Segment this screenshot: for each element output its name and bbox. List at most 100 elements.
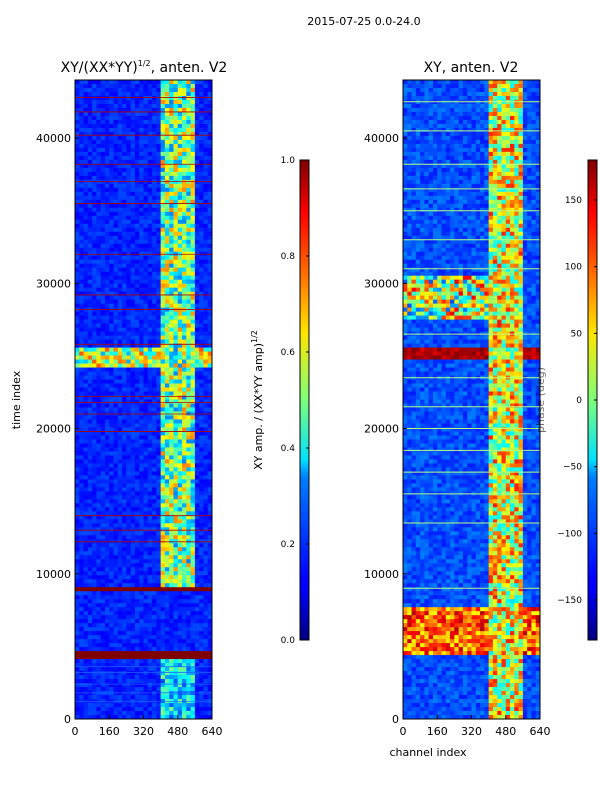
amp-heatmap-cell: [156, 427, 161, 432]
amp-heatmap-cell: [96, 227, 101, 233]
amp-heatmap-cell: [134, 247, 140, 253]
amp-heatmap-cell: [87, 627, 93, 632]
amp-heatmap-cell: [113, 235, 119, 241]
amp-heatmap-cell: [122, 319, 127, 324]
amp-heatmap-cell: [117, 259, 123, 265]
amp-heatmap-cell: [156, 199, 161, 205]
amp-heatmap-cell: [186, 191, 191, 197]
amp-heatmap-cell: [160, 575, 166, 580]
amp-heatmap-cell: [203, 279, 209, 284]
amp-heatmap-cell: [104, 567, 110, 572]
amp-heatmap-cell: [207, 563, 213, 568]
amp-heatmap-cell: [152, 327, 157, 332]
amp-heatmap-cell: [182, 587, 187, 592]
amp-heatmap-cell: [143, 683, 149, 688]
amp-heatmap-cell: [79, 467, 84, 472]
amp-heatmap-cell: [96, 311, 101, 316]
amp-heatmap-cell: [160, 387, 166, 392]
amp-heatmap-cell: [169, 263, 174, 268]
amp-heatmap-cell: [109, 655, 114, 660]
amp-heatmap-cell: [75, 403, 80, 408]
amp-heatmap-cell: [199, 131, 204, 137]
amp-heatmap-cell: [113, 439, 119, 444]
amp-heatmap-cell: [100, 343, 106, 348]
amp-heatmap-cell: [83, 207, 89, 213]
amp-heatmap-cell: [100, 663, 106, 668]
amp-heatmap-cell: [182, 563, 187, 568]
amp-heatmap-cell: [130, 547, 136, 552]
amp-heatmap-cell: [130, 83, 136, 89]
amp-heatmap-cell: [143, 147, 149, 153]
amp-heatmap-cell: [79, 323, 84, 328]
amp-heatmap-cell: [164, 699, 170, 704]
amp-heatmap-cell: [169, 399, 174, 404]
amp-heatmap-cell: [75, 507, 80, 512]
amp-heatmap-cell: [83, 443, 89, 448]
amp-heatmap-cell: [75, 427, 80, 432]
amp-heatmap-cell: [169, 483, 174, 488]
amp-heatmap-cell: [199, 483, 204, 488]
amp-heatmap-cell: [122, 339, 127, 344]
amp-heatmap-cell: [194, 215, 200, 221]
amp-heatmap-cell: [177, 427, 183, 432]
amp-heatmap-cell: [92, 431, 97, 436]
amp-heatmap-cell: [207, 323, 213, 328]
amp-heatmap-cell: [160, 591, 166, 596]
amp-heatmap-cell: [190, 675, 196, 680]
amp-heatmap-cell: [173, 383, 179, 388]
amp-heatmap-cell: [203, 519, 209, 524]
amp-heatmap-cell: [169, 531, 174, 536]
amp-heatmap-cell: [87, 243, 93, 249]
amp-heatmap-cell: [203, 311, 209, 316]
amp-heatmap-cell: [199, 375, 204, 380]
amp-heatmap-cell: [160, 219, 166, 225]
amp-heatmap-cell: [139, 559, 144, 564]
amp-heatmap-cell: [117, 487, 123, 492]
amp-heatmap-cell: [130, 163, 136, 169]
amp-heatmap-cell: [147, 371, 153, 376]
amp-heatmap-cell: [207, 483, 213, 488]
amp-heatmap-cell: [75, 491, 80, 496]
amp-heatmap-cell: [104, 535, 110, 540]
amp-heatmap-cell: [207, 599, 213, 604]
amp-heatmap-cell: [130, 399, 136, 404]
amp-heatmap-cell: [139, 687, 144, 692]
amp-heatmap-cell: [173, 347, 179, 352]
amp-heatmap-cell: [199, 563, 204, 568]
amp-heatmap-cell: [134, 363, 140, 368]
amp-heatmap-cell: [113, 643, 119, 648]
amp-heatmap-cell: [182, 515, 187, 520]
amp-heatmap-cell: [100, 291, 106, 296]
amp-heatmap-cell: [113, 207, 119, 213]
amp-heatmap-cell: [177, 163, 183, 169]
amp-heatmap-cell: [109, 147, 114, 153]
amp-heatmap-cell: [152, 607, 157, 612]
amp-heatmap-cell: [199, 487, 204, 492]
amp-heatmap-cell: [190, 383, 196, 388]
amp-heatmap-cell: [117, 559, 123, 564]
amp-heatmap-cell: [113, 351, 119, 356]
amp-heatmap-cell: [194, 359, 200, 364]
amp-heatmap-cell: [113, 139, 119, 145]
amp-heatmap-cell: [122, 143, 127, 149]
amp-heatmap-cell: [156, 483, 161, 488]
amp-heatmap-cell: [169, 123, 174, 129]
amp-heatmap-cell: [203, 215, 209, 221]
amp-heatmap-cell: [92, 175, 97, 181]
amp-heatmap-cell: [117, 631, 123, 636]
amp-heatmap-cell: [182, 699, 187, 704]
amp-heatmap-cell: [100, 627, 106, 632]
amp-heatmap-cell: [79, 395, 84, 400]
amp-heatmap-cell: [199, 135, 204, 141]
amp-heatmap-cell: [113, 603, 119, 608]
amp-heatmap-cell: [79, 171, 84, 177]
amp-heatmap-cell: [160, 355, 166, 360]
amp-heatmap-cell: [164, 603, 170, 608]
amp-heatmap-cell: [126, 487, 131, 492]
amp-heatmap-cell: [75, 163, 80, 169]
amp-heatmap-cell: [164, 567, 170, 572]
amp-heatmap-cell: [83, 235, 89, 241]
amp-heatmap-cell: [126, 535, 131, 540]
amp-heatmap-cell: [199, 371, 204, 376]
amp-heatmap-cell: [164, 663, 170, 668]
